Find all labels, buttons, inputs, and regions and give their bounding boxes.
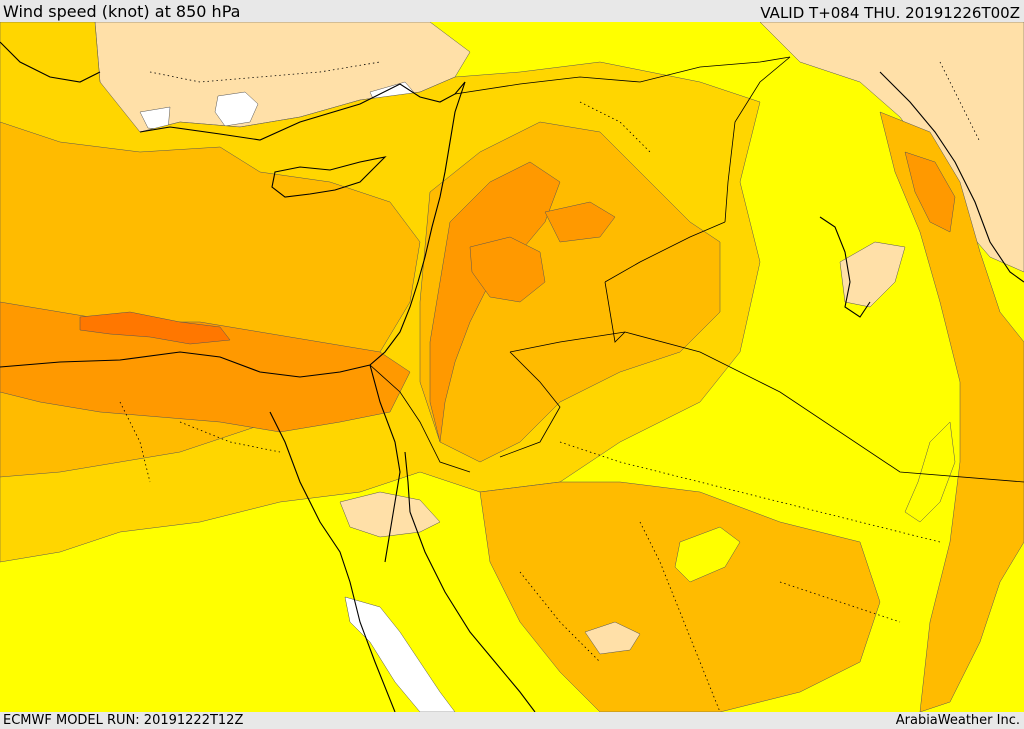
wind-zone-lowest-north: [214, 91, 259, 127]
wind-zone-lowest-redsea: [344, 596, 456, 712]
wind-zone-yellow-gulf-strip: [904, 421, 956, 523]
wind-zone-deep-orange-core: [79, 311, 231, 345]
wind-zone-orange-levant: [429, 161, 561, 443]
wind-zone-amber-south: [479, 481, 881, 712]
credit: ArabiaWeather Inc.: [895, 713, 1020, 728]
wind-zone-orange-gulf: [904, 151, 956, 233]
wind-zone-orange-syria: [544, 201, 616, 243]
coastlines: [0, 41, 1024, 712]
map-header: Wind speed (knot) at 850 hPa VALID T+084…: [0, 0, 1024, 22]
map-canvas: [0, 22, 1024, 712]
wind-zone-yellow-south: [674, 526, 741, 583]
wind-zone-light-south: [584, 621, 641, 655]
wind-zone-amber-gulf: [879, 111, 1024, 712]
wind-zone-light-patch-iraq: [839, 241, 906, 308]
map-footer: ECMWF MODEL RUN: 20191222T12Z ArabiaWeat…: [0, 712, 1024, 729]
wind-speed-map: [0, 22, 1024, 712]
map-title: Wind speed (knot) at 850 hPa: [3, 2, 241, 21]
model-run: ECMWF MODEL RUN: 20191222T12Z: [3, 713, 244, 728]
country-borders: [369, 56, 1024, 483]
wind-zone-orange-jordan: [469, 236, 546, 303]
province-borders: [119, 61, 981, 712]
valid-time: VALID T+084 THU. 20191226T00Z: [760, 4, 1020, 22]
